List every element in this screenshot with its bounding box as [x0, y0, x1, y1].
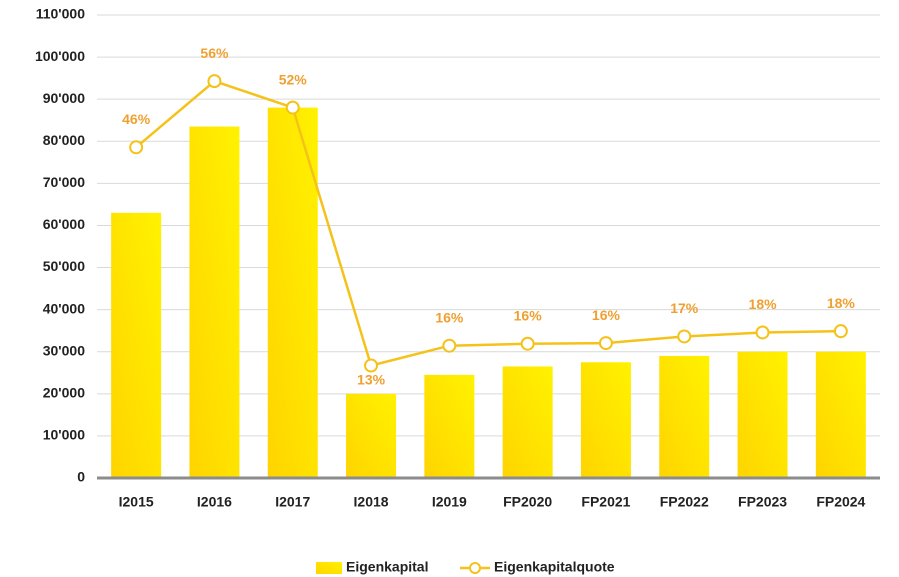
- data-label: 16%: [435, 309, 464, 325]
- y-tick-label: 40'000: [43, 300, 85, 316]
- y-tick-label: 0: [77, 469, 85, 485]
- bar: [659, 355, 710, 478]
- bar: [111, 212, 162, 478]
- x-tick-label: FP2021: [581, 494, 630, 510]
- x-tick-label: I2018: [354, 494, 389, 510]
- legend-swatch: [469, 562, 481, 574]
- line-marker: [677, 329, 692, 344]
- y-tick-label: 60'000: [43, 216, 85, 232]
- data-label: 17%: [670, 300, 699, 316]
- legend-label: Eigenkapital: [346, 559, 428, 575]
- line-marker: [364, 358, 379, 373]
- line-marker: [755, 325, 770, 340]
- y-tick-label: 90'000: [43, 90, 85, 106]
- data-label: 18%: [749, 296, 778, 312]
- x-tick-label: FP2023: [738, 494, 787, 510]
- data-label: 56%: [200, 45, 229, 61]
- y-tick-label: 110'000: [36, 6, 85, 22]
- y-tick-label: 20'000: [43, 385, 85, 401]
- y-tick-label: 30'000: [43, 342, 85, 358]
- x-tick-label: FP2020: [503, 494, 552, 510]
- line-marker: [598, 336, 613, 351]
- data-label: 46%: [122, 111, 151, 127]
- data-label: 18%: [827, 295, 856, 311]
- data-label: 13%: [357, 371, 386, 387]
- bar: [737, 351, 788, 478]
- bar: [502, 366, 553, 478]
- legend-label: Eigenkapitalquote: [494, 559, 615, 575]
- y-tick-label: 10'000: [43, 427, 85, 443]
- y-tick-label: 80'000: [43, 132, 85, 148]
- line: [135, 79, 841, 368]
- line-marker: [520, 336, 535, 351]
- x-tick-label: I2019: [432, 494, 467, 510]
- legend-swatch: [316, 562, 342, 574]
- data-label: 16%: [514, 307, 543, 323]
- x-tick-label: FP2024: [816, 494, 865, 510]
- y-tick-label: 100'000: [35, 48, 85, 64]
- line-marker: [833, 324, 848, 339]
- x-tick-label: FP2022: [660, 494, 709, 510]
- line-marker: [442, 338, 457, 353]
- line-marker: [129, 140, 144, 155]
- line-marker: [207, 74, 222, 89]
- x-tick-label: I2015: [119, 494, 154, 510]
- x-tick-label: I2017: [275, 494, 310, 510]
- data-label: 16%: [592, 307, 621, 323]
- y-tick-label: 70'000: [43, 174, 85, 190]
- x-tick-label: I2016: [197, 494, 232, 510]
- data-label: 52%: [279, 71, 308, 87]
- line-marker: [285, 100, 300, 115]
- bar: [815, 351, 866, 478]
- bar: [580, 362, 631, 478]
- bar: [346, 393, 397, 478]
- bar: [189, 126, 240, 479]
- bar: [424, 374, 475, 478]
- y-tick-label: 50'000: [43, 258, 85, 274]
- bar: [267, 107, 318, 478]
